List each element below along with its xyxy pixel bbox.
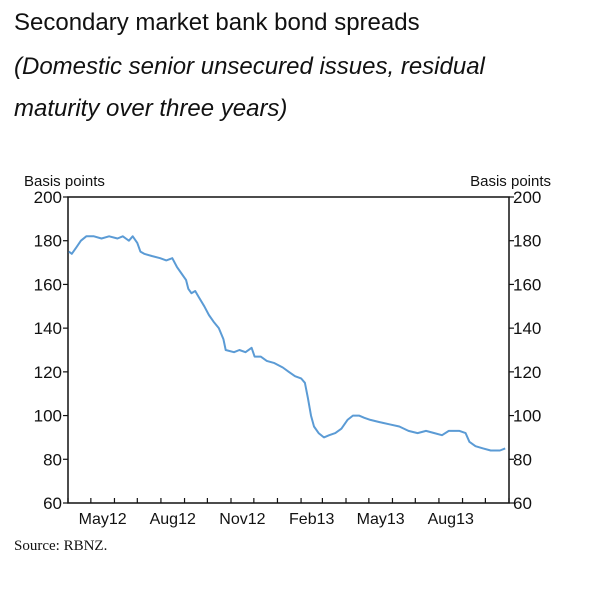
y-tick-label-left: 180	[34, 232, 62, 251]
x-tick-label: Feb13	[289, 511, 334, 528]
y-ticks-left: 60 80 100 120 140 160 180 200	[34, 188, 68, 513]
series-line	[68, 235, 506, 452]
y-tick-label-right: 200	[513, 188, 541, 207]
y-ticks-right: 60 80 100 120 140 160 180 200	[509, 188, 541, 513]
y-tick-label-right: 80	[513, 450, 532, 469]
y-tick-label-left: 160	[34, 275, 62, 294]
chart-subtitle: (Domestic senior unsecured issues, resid…	[14, 53, 485, 122]
source-note: Source: RBNZ.	[14, 538, 108, 554]
x-tick-label: May13	[357, 511, 405, 528]
y-tick-label-right: 160	[513, 275, 541, 294]
y-axis-label-left: Basis points	[24, 173, 105, 190]
y-tick-label-left: 60	[43, 494, 62, 513]
y-tick-label-left: 200	[34, 188, 62, 207]
chart-title: Secondary market bank bond spreads	[14, 9, 420, 36]
y-axis-label-right: Basis points	[470, 173, 551, 190]
y-tick-label-left: 80	[43, 450, 62, 469]
x-tick-label: Aug13	[428, 511, 474, 528]
y-tick-label-left: 100	[34, 407, 62, 426]
x-tick-label: Nov12	[219, 511, 265, 528]
y-tick-label-left: 140	[34, 319, 62, 338]
y-tick-label-right: 140	[513, 319, 541, 338]
y-tick-label-right: 180	[513, 232, 541, 251]
y-tick-label-right: 60	[513, 494, 532, 513]
x-ticks: May12 Aug12 Nov12 Feb13 May13 Aug13	[67, 498, 510, 528]
y-tick-label-left: 120	[34, 363, 62, 382]
line-chart: Basis points Basis points 60 80 100 120 140 1…	[24, 173, 551, 528]
plot-frame	[67, 196, 510, 504]
x-tick-label: Aug12	[150, 511, 196, 528]
y-tick-label-right: 120	[513, 363, 541, 382]
x-tick-label: May12	[79, 511, 127, 528]
y-tick-label-right: 100	[513, 407, 541, 426]
